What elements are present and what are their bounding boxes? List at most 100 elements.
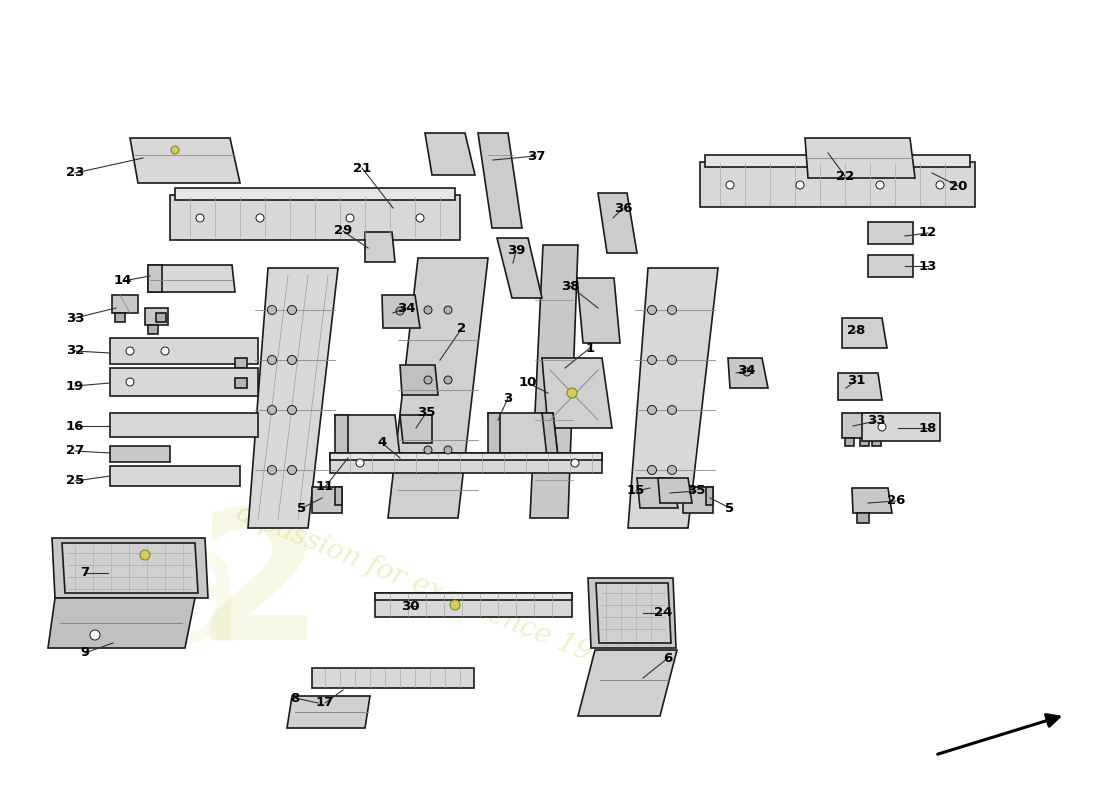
Polygon shape [425,133,475,175]
Polygon shape [62,543,198,593]
Polygon shape [838,373,882,400]
Text: 34: 34 [397,302,416,314]
Text: 39: 39 [507,245,525,258]
Polygon shape [596,583,671,643]
Bar [868,222,913,244]
Polygon shape [112,295,138,313]
Circle shape [161,347,169,355]
Polygon shape [382,295,420,328]
Text: 6: 6 [663,651,672,665]
Text: 3: 3 [504,391,513,405]
Polygon shape [842,318,887,348]
Text: 33: 33 [867,414,886,427]
Text: 32: 32 [66,345,85,358]
Polygon shape [52,538,208,598]
Circle shape [287,406,297,414]
Text: 11: 11 [316,481,334,494]
Polygon shape [658,478,692,503]
Circle shape [346,214,354,222]
Polygon shape [488,413,501,457]
Text: 18: 18 [918,422,937,434]
Text: 9: 9 [80,646,89,659]
Circle shape [126,378,134,386]
Circle shape [571,459,579,467]
Polygon shape [588,578,676,648]
Circle shape [424,446,432,454]
Polygon shape [530,245,578,518]
Polygon shape [637,478,678,508]
Circle shape [256,214,264,222]
Polygon shape [488,413,558,457]
Circle shape [796,181,804,189]
Polygon shape [375,593,572,617]
Circle shape [876,181,884,189]
Bar [860,438,869,446]
Circle shape [726,181,734,189]
Text: 13: 13 [918,259,937,273]
Polygon shape [170,195,460,240]
Polygon shape [375,593,572,600]
Bar [110,446,170,462]
Text: 36: 36 [614,202,632,214]
Text: 15: 15 [627,485,645,498]
Circle shape [444,376,452,384]
Bar [312,668,474,688]
Text: 7: 7 [80,566,89,579]
Polygon shape [130,138,240,183]
Polygon shape [706,487,713,505]
Bar [110,466,240,486]
Text: 38: 38 [561,279,580,293]
Polygon shape [598,193,637,253]
Polygon shape [336,415,400,457]
Text: 37: 37 [527,150,546,162]
Text: 10: 10 [519,377,537,390]
Polygon shape [478,133,522,228]
Text: 35: 35 [686,485,705,498]
Bar [872,438,881,446]
Polygon shape [805,138,915,178]
Circle shape [668,355,676,365]
Circle shape [267,306,276,314]
Bar [235,378,248,388]
Bar [110,368,258,396]
Polygon shape [628,268,718,528]
Polygon shape [700,162,975,207]
Polygon shape [388,258,488,518]
Bar [110,413,258,437]
Text: 16: 16 [66,419,85,433]
Text: 31: 31 [847,374,866,387]
Polygon shape [175,188,455,200]
Bar [868,255,913,277]
Circle shape [267,355,276,365]
Polygon shape [578,650,676,716]
Polygon shape [542,358,612,428]
Polygon shape [336,487,342,505]
Text: 26: 26 [887,494,905,507]
Polygon shape [365,232,395,262]
Circle shape [878,423,886,431]
Text: 5: 5 [725,502,735,514]
Bar [116,313,125,322]
Circle shape [416,214,424,222]
Text: 14: 14 [113,274,132,287]
Text: 2: 2 [458,322,466,334]
Polygon shape [400,365,438,395]
Polygon shape [542,413,558,457]
Bar [235,358,248,368]
Bar [857,513,869,523]
Circle shape [648,466,657,474]
Polygon shape [497,238,542,298]
Text: 33: 33 [66,311,85,325]
Polygon shape [842,413,882,438]
Polygon shape [148,265,235,292]
Circle shape [196,214,204,222]
Polygon shape [400,415,432,443]
Text: 22: 22 [836,170,854,182]
Circle shape [450,600,460,610]
Text: 29: 29 [334,225,352,238]
Polygon shape [683,487,713,513]
Text: 17: 17 [316,697,334,710]
Circle shape [424,376,432,384]
Polygon shape [330,453,602,473]
Circle shape [170,146,179,154]
